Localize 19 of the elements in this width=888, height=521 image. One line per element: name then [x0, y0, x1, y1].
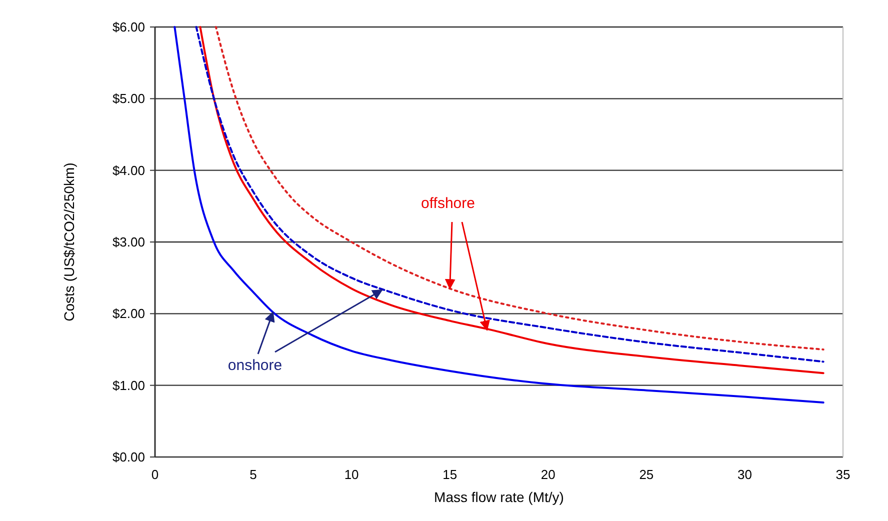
x-tick-label: 25	[639, 467, 654, 482]
x-tick-label: 5	[250, 467, 257, 482]
x-tick-label: 20	[540, 467, 556, 482]
annotation: offshore	[421, 195, 475, 212]
x-tick-label: 15	[442, 467, 458, 482]
annotation: onshore	[228, 357, 282, 374]
y-tick-label: $6.00	[112, 20, 145, 35]
x-tick-label: 35	[836, 467, 850, 482]
y-tick-label: $4.00	[112, 162, 145, 178]
x-axis-title: Mass flow rate (Mt/y)	[434, 489, 564, 505]
x-tick-label: 30	[737, 467, 752, 482]
y-tick-label: $2.00	[112, 306, 145, 322]
y-tick-label: $1.00	[112, 378, 145, 393]
y-tick-label: $5.00	[112, 91, 145, 106]
y-tick-label: $3.00	[112, 234, 145, 250]
y-tick-label: $0.00	[112, 450, 145, 465]
y-axis-title: Costs (US$/tCO2/250km)	[61, 162, 77, 322]
x-tick-label: 0	[151, 467, 159, 482]
x-tick-label: 10	[344, 467, 359, 482]
